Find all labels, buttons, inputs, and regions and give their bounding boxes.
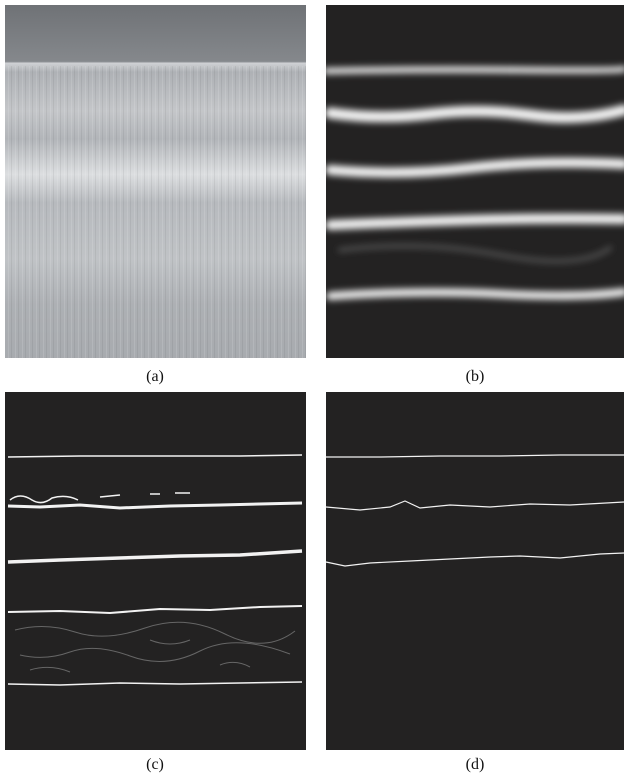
panel-c	[5, 392, 306, 750]
caption: (c)	[146, 756, 164, 773]
panel-a	[5, 5, 306, 358]
panel-b	[323, 5, 624, 358]
image-d	[326, 392, 624, 750]
panel-d	[325, 392, 624, 750]
image-c	[5, 392, 306, 750]
edges	[7, 454, 303, 686]
bands	[323, 66, 624, 300]
caption: (d)	[466, 756, 485, 773]
caption: (a)	[146, 368, 164, 385]
contours	[325, 454, 624, 567]
image-b	[326, 5, 624, 358]
caption: (b)	[466, 368, 485, 385]
texture	[5, 66, 306, 358]
